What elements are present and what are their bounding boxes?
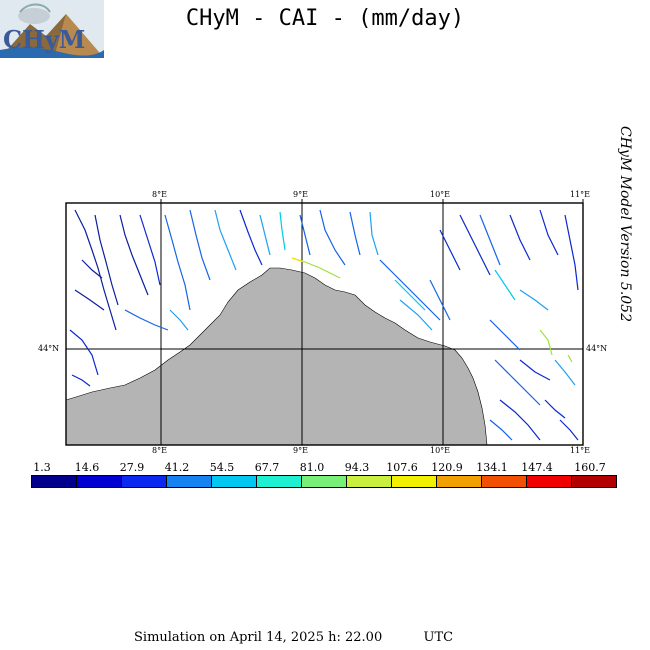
- colorbar-label: 81.0: [299, 461, 325, 474]
- graticule: [66, 203, 583, 445]
- simulation-time: Simulation on April 14, 2025 h: 22.00: [134, 630, 383, 645]
- colorbar-label: 94.3: [344, 461, 370, 474]
- timezone-label: UTC: [423, 630, 454, 645]
- lon-tick-bottom-11e: 11°E: [570, 446, 591, 455]
- lon-tick-top-9e: 9°E: [293, 190, 308, 199]
- map-title: CHyM - CAI - (mm/day): [185, 6, 465, 31]
- colorbar-label: 54.5: [209, 461, 235, 474]
- colorbar-label: 41.2: [164, 461, 190, 474]
- lon-tick-bottom-8e: 8°E: [152, 446, 167, 455]
- colorbar-label: 134.1: [476, 461, 508, 474]
- colorbar-segment: [482, 476, 527, 487]
- lat-tick-left-44n: 44°N: [38, 344, 60, 353]
- lon-tick-top-8e: 8°E: [152, 190, 167, 199]
- colorbar-segment: [167, 476, 212, 487]
- colorbar-segment: [32, 476, 77, 487]
- colorbar-label: 1.3: [33, 461, 51, 474]
- colorbar-label: 120.9: [431, 461, 463, 474]
- river-network: [69, 209, 579, 441]
- colorbar-label: 14.6: [74, 461, 100, 474]
- map-frame: [65, 202, 584, 446]
- colorbar-segment: [572, 476, 616, 487]
- lon-tick-bottom-9e: 9°E: [293, 446, 308, 455]
- colorbar-segment: [527, 476, 572, 487]
- colorbar-segment: [257, 476, 302, 487]
- colorbar-segment: [122, 476, 167, 487]
- colorbar-segment: [302, 476, 347, 487]
- colorbar-label: 147.4: [521, 461, 553, 474]
- colorbar-label: 160.7: [574, 461, 606, 474]
- colorbar-segment: [77, 476, 122, 487]
- colorbar: [31, 475, 617, 488]
- colorbar-label: 27.9: [119, 461, 145, 474]
- colorbar-labels: 1.3 14.6 27.9 41.2 54.5 67.7 81.0 94.3 1…: [10, 461, 640, 475]
- colorbar-segment: [392, 476, 437, 487]
- chym-logo: CHyM: [0, 0, 104, 58]
- lon-tick-top-11e: 11°E: [570, 190, 591, 199]
- lat-tick-right-44n: 44°N: [586, 344, 608, 353]
- colorbar-label: 107.6: [386, 461, 418, 474]
- colorbar-segment: [437, 476, 482, 487]
- footer: Simulation on April 14, 2025 h: 22.00 UT…: [134, 630, 453, 645]
- colorbar-segment: [212, 476, 257, 487]
- lon-tick-bottom-10e: 10°E: [430, 446, 451, 455]
- colorbar-segment: [347, 476, 392, 487]
- colorbar-label: 67.7: [254, 461, 280, 474]
- lon-tick-top-10e: 10°E: [430, 190, 451, 199]
- sea-area: [65, 267, 488, 446]
- logo-text: CHyM: [3, 25, 85, 54]
